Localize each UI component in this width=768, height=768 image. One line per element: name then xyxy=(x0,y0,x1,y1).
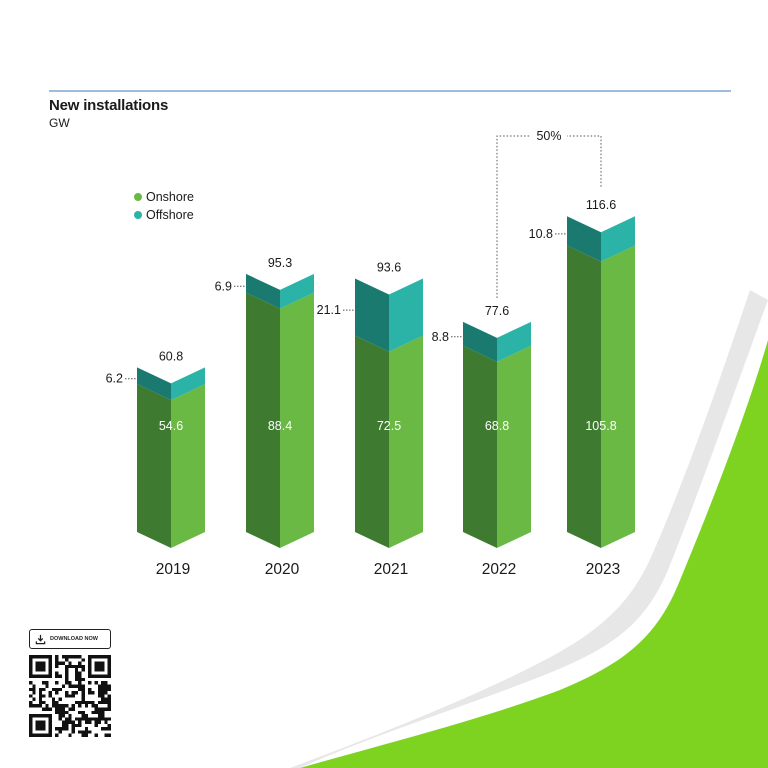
bar-offshore-front-2022 xyxy=(497,321,531,362)
bar-offshore-front-2023 xyxy=(601,216,635,262)
bar-onshore-2022 xyxy=(463,345,497,548)
bar-offshore-2023 xyxy=(567,216,601,262)
label-onshore-2019: 54.6 xyxy=(159,419,183,433)
legend: Onshore Offshore xyxy=(134,188,194,224)
label-total-2021: 93.6 xyxy=(377,261,401,275)
tick-label-2019: 2019 xyxy=(156,561,190,578)
label-onshore-2023: 105.8 xyxy=(585,419,616,433)
tick-label-2022: 2022 xyxy=(482,561,516,578)
legend-item-offshore: Offshore xyxy=(134,206,194,224)
bar-offshore-2019 xyxy=(137,367,171,401)
bars-group xyxy=(137,216,635,549)
bar-onshore-2021 xyxy=(355,335,389,548)
legend-item-onshore: Onshore xyxy=(134,188,194,206)
bar-offshore-front-2020 xyxy=(280,273,314,309)
label-onshore-2021: 72.5 xyxy=(377,419,401,433)
bar-onshore-front-2020 xyxy=(280,292,314,548)
chart-subtitle: GW xyxy=(49,116,70,130)
bar-onshore-front-2021 xyxy=(389,335,423,548)
label-offshore-2020: 6.9 xyxy=(215,279,232,293)
download-label: DOWNLOAD NOW xyxy=(50,636,98,642)
chart-title: New installations xyxy=(49,97,169,114)
tick-label-2020: 2020 xyxy=(265,561,300,578)
label-total-2023: 116.6 xyxy=(586,198,616,212)
label-total-2020: 95.3 xyxy=(268,256,292,270)
legend-swatch-onshore xyxy=(134,193,142,201)
label-offshore-2019: 6.2 xyxy=(106,372,123,386)
bar-onshore-2023 xyxy=(567,245,601,549)
tick-label-2021: 2021 xyxy=(374,561,408,578)
download-button[interactable]: DOWNLOAD NOW xyxy=(29,629,111,649)
title-block: New installations GW xyxy=(49,97,168,130)
labels-group: 54.6 60.8 6.2 2019 88.4 95.3 6.9 2020 72.5 93.6 21… xyxy=(106,128,620,578)
label-onshore-2022: 68.8 xyxy=(485,419,509,433)
bar-onshore-2019 xyxy=(137,384,171,548)
bar-offshore-2020 xyxy=(246,273,280,309)
growth-label-bg xyxy=(531,128,567,144)
bar-onshore-front-2022 xyxy=(497,345,531,548)
bar-offshore-front-2021 xyxy=(389,278,423,352)
bar-offshore-2022 xyxy=(463,321,497,362)
label-offshore-2023: 10.8 xyxy=(529,227,553,241)
label-offshore-2022: 8.8 xyxy=(432,330,449,344)
bar-onshore-front-2019 xyxy=(171,384,205,548)
label-total-2022: 77.6 xyxy=(485,304,509,318)
legend-label-offshore: Offshore xyxy=(146,208,194,222)
label-total-2019: 60.8 xyxy=(159,349,183,363)
legend-swatch-offshore xyxy=(134,211,142,219)
label-onshore-2020: 88.4 xyxy=(268,419,292,433)
growth-label: 50% xyxy=(536,129,561,143)
download-icon xyxy=(33,634,47,645)
bar-onshore-front-2023 xyxy=(601,245,635,549)
bar-onshore-2020 xyxy=(246,292,280,548)
bar-offshore-2021 xyxy=(355,278,389,352)
qr-code[interactable] xyxy=(29,655,111,737)
legend-label-onshore: Onshore xyxy=(146,190,194,204)
background-swoosh xyxy=(290,290,768,768)
tick-label-2023: 2023 xyxy=(586,561,620,578)
bar-offshore-front-2019 xyxy=(171,367,205,401)
label-offshore-2021: 21.1 xyxy=(317,303,341,317)
